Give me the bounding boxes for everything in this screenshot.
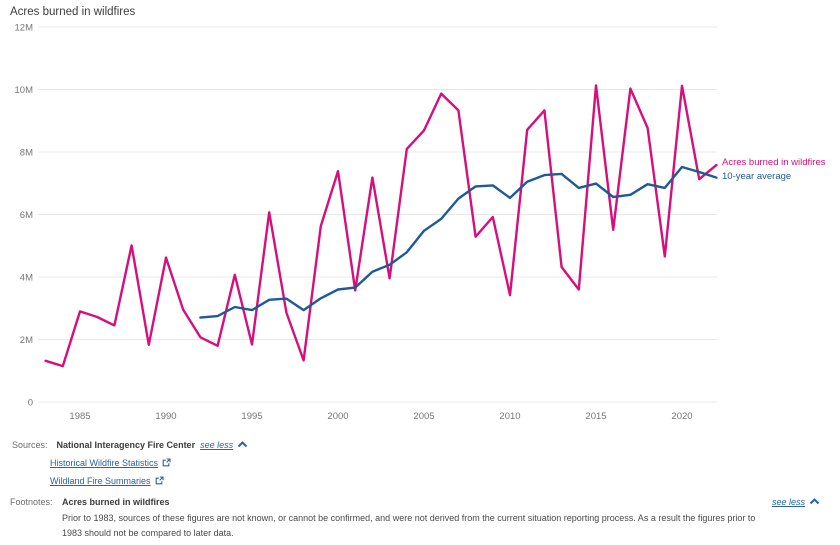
footnotes-label: Footnotes: <box>10 497 53 507</box>
line-chart[interactable]: 0 2M 4M 6M 8M 10M 12M 1985 1990 1995 2000 2005 2010 2… <box>0 0 840 432</box>
x-axis-tick-label: 2010 <box>499 411 520 422</box>
y-axis-tick-label: 2M <box>20 335 33 346</box>
footnote-heading: Acres burned in wildfires <box>62 497 170 507</box>
chart-legend: Acres burned in wildfires 10-year averag… <box>722 156 826 183</box>
source-link-row: Historical Wildfire Statistics <box>50 458 171 469</box>
y-axis-tick-label: 0 <box>28 398 33 409</box>
source-link-historical[interactable]: Historical Wildfire Statistics <box>50 458 159 468</box>
source-link-summaries[interactable]: Wildland Fire Summaries <box>50 476 151 486</box>
sources-header-row: Sources: National Interagency Fire Center… <box>12 440 248 451</box>
chevron-up-icon[interactable] <box>237 440 248 451</box>
sources-label: Sources: <box>12 440 48 450</box>
footnote-text: Prior to 1983, sources of these figures … <box>62 513 756 538</box>
y-axis-tick-label: 10M <box>15 85 34 96</box>
footnotes-section: Footnotes: Acres burned in wildfires Pri… <box>10 497 830 538</box>
legend-label-average: 10-year average <box>722 170 792 182</box>
footnotes-see-less-link[interactable]: see less <box>771 497 805 507</box>
y-axis-tick-label: 6M <box>20 210 33 221</box>
x-axis-tick-label: 1990 <box>155 411 176 422</box>
external-link-icon <box>162 458 171 469</box>
sources-see-less-link[interactable]: see less <box>200 440 234 450</box>
x-axis-tick-label: 2015 <box>585 411 606 422</box>
footnotes-see-less-row: see less <box>767 497 820 508</box>
y-axis-tick-label: 4M <box>20 273 33 284</box>
source-link-row: Wildland Fire Summaries <box>50 476 164 487</box>
external-link-icon <box>155 476 164 487</box>
x-axis-tick-label: 2005 <box>413 411 434 422</box>
series-line-average[interactable] <box>199 165 718 319</box>
source-name: National Interagency Fire Center <box>56 440 196 450</box>
y-axis-tick-label: 12M <box>15 23 34 34</box>
legend-label-acres: Acres burned in wildfires <box>722 157 826 168</box>
x-axis-tick-label: 1985 <box>69 411 90 422</box>
chart-title: Acres burned in wildfires <box>10 6 136 18</box>
chevron-up-icon[interactable] <box>809 497 820 508</box>
x-axis-tick-label: 2000 <box>327 411 348 422</box>
y-axis-tick-label: 8M <box>20 148 33 159</box>
x-axis-tick-label: 1995 <box>241 411 262 422</box>
series-line-acres[interactable] <box>44 84 718 368</box>
x-axis-tick-label: 2020 <box>671 411 692 422</box>
